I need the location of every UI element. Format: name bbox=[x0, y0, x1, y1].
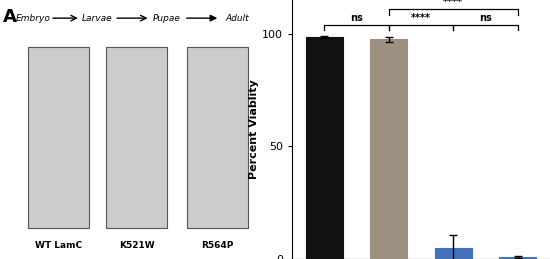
Bar bbox=[106, 47, 167, 228]
Text: ****: **** bbox=[443, 0, 463, 7]
Text: ns: ns bbox=[350, 13, 363, 23]
Bar bbox=[370, 39, 408, 259]
Y-axis label: Percent Viablity: Percent Viablity bbox=[249, 80, 259, 179]
Bar bbox=[28, 47, 89, 228]
Bar bbox=[434, 248, 472, 259]
Text: ns: ns bbox=[479, 13, 492, 23]
Text: R564P: R564P bbox=[201, 241, 234, 250]
Text: A: A bbox=[3, 8, 16, 26]
Text: K521W: K521W bbox=[119, 241, 155, 250]
Text: Pupae: Pupae bbox=[153, 14, 181, 23]
Text: Larvae: Larvae bbox=[82, 14, 113, 23]
Text: Adult: Adult bbox=[225, 14, 249, 23]
Bar bbox=[306, 37, 343, 259]
Text: Embryo: Embryo bbox=[16, 14, 51, 23]
Bar bbox=[499, 257, 536, 259]
Text: WT LamC: WT LamC bbox=[35, 241, 82, 250]
Bar bbox=[186, 47, 248, 228]
Text: ****: **** bbox=[411, 13, 431, 23]
